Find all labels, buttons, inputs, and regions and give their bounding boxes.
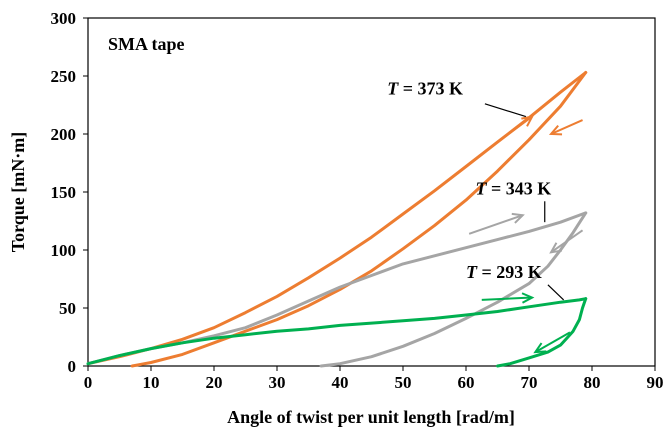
plot-frame <box>87 17 656 367</box>
series-annotations: T = 373 KT = 343 KT = 293 K <box>387 79 551 282</box>
series-0-label: T = 373 K <box>387 79 463 99</box>
y-tick-label: 0 <box>68 357 77 376</box>
direction-arrow <box>487 115 533 150</box>
temperature-value: = 343 K <box>486 178 551 198</box>
x-tick-label: 50 <box>395 373 412 392</box>
series-1-unloading-curve <box>319 211 588 368</box>
temperature-value: = 373 K <box>398 79 463 99</box>
direction-arrow-head <box>548 124 563 136</box>
x-tick-label: 90 <box>647 373 664 392</box>
series-1-label: T = 343 K <box>475 178 551 198</box>
x-axis-title: Angle of twist per unit length [rad/m] <box>227 407 515 427</box>
direction-arrow-head <box>521 115 535 127</box>
temperature-symbol: T <box>475 178 487 198</box>
direction-arrow-head <box>521 292 535 304</box>
direction-arrow-head <box>533 342 547 354</box>
x-tick-label: 40 <box>332 373 349 392</box>
y-tick-label: 300 <box>51 9 77 28</box>
series-0-loading-curve <box>86 71 588 366</box>
direction-arrow <box>534 331 571 353</box>
series-0-unloading-curve <box>130 71 588 368</box>
panel-label: SMA tape <box>108 34 185 54</box>
x-tick-label: 30 <box>269 373 286 392</box>
x-tick-label: 0 <box>84 373 93 392</box>
y-tick-label: 150 <box>51 183 77 202</box>
y-tick-label: 100 <box>51 241 77 260</box>
temperature-symbol: T <box>466 262 478 282</box>
annotation-leader <box>484 103 527 118</box>
direction-arrow-head <box>511 212 525 224</box>
direction-arrow <box>468 214 524 235</box>
direction-arrow <box>550 119 583 135</box>
y-axis-title: Torque [mN·m] <box>8 132 28 253</box>
y-tick-label: 200 <box>51 125 77 144</box>
series-2-unloading-curve <box>496 297 588 368</box>
y-tick-label: 250 <box>51 67 77 86</box>
direction-arrow <box>481 296 533 301</box>
x-axis-ticks: 0 10 20 30 40 50 60 70 80 90 <box>84 366 664 392</box>
series-2-label: T = 293 K <box>466 262 542 282</box>
direction-arrow <box>550 229 584 254</box>
x-tick-label: 80 <box>584 373 601 392</box>
x-tick-label: 20 <box>206 373 223 392</box>
annotation-leaders <box>484 103 565 301</box>
y-tick-label: 50 <box>59 299 76 318</box>
direction-arrow-head <box>549 242 563 254</box>
series-1-loading-curve <box>86 211 588 366</box>
x-tick-label: 10 <box>143 373 160 392</box>
temperature-value: = 293 K <box>477 262 542 282</box>
series-2-loading-curve <box>86 297 588 366</box>
x-tick-label: 60 <box>458 373 475 392</box>
annotation-leader <box>547 284 565 301</box>
y-axis-ticks: 0 50 100 150 200 250 300 <box>51 9 88 376</box>
direction-arrows <box>468 115 584 354</box>
temperature-symbol: T <box>387 79 399 99</box>
x-tick-label: 70 <box>521 373 538 392</box>
